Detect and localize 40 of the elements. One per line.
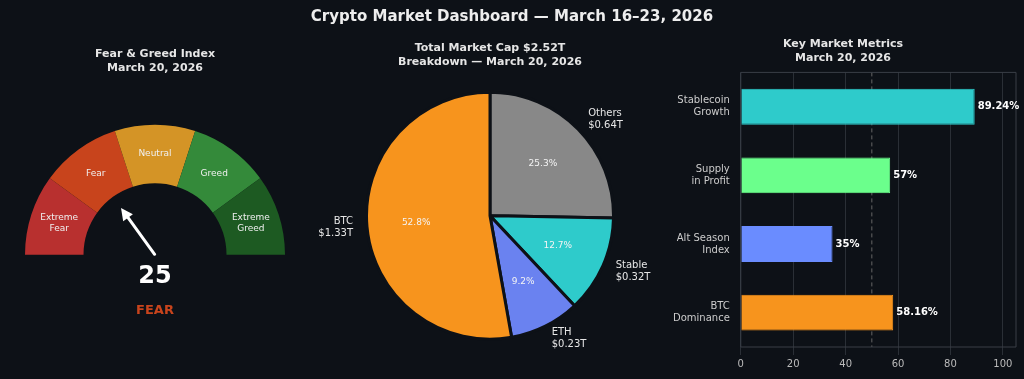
slice-label: Neutral — [138, 148, 172, 159]
data-label: 57% — [893, 168, 918, 180]
x-tick-label: 0 — [737, 357, 744, 369]
slice-label: BTC $1.33T — [318, 215, 354, 239]
bar — [741, 294, 894, 331]
data-label: 52.8% — [401, 216, 431, 227]
chart-subtitle: March 20, 2026 — [795, 50, 892, 64]
slice-label: Extreme Greed — [231, 212, 271, 234]
chart-title: Total Market Cap $2.52T — [414, 41, 566, 55]
slice-label: Fear — [86, 167, 106, 178]
data-label: 35% — [835, 237, 860, 249]
chart-title: Key Market Metrics — [782, 37, 904, 51]
x-tick-label: 40 — [839, 357, 852, 369]
y-tick-label: Supply in Profit — [691, 162, 730, 186]
slice-label: Others $0.64T — [588, 106, 624, 130]
y-tick-label: BTC Dominance — [673, 300, 730, 324]
chart-subtitle: Breakdown — March 20, 2026 — [398, 54, 583, 68]
x-tick-label: 80 — [944, 357, 957, 369]
slice-label: Stable $0.32T — [615, 259, 652, 283]
bar — [741, 157, 891, 194]
bar — [741, 226, 833, 262]
x-tick-label: 100 — [993, 357, 1013, 369]
slice-label: Extreme Fear — [40, 212, 79, 234]
y-tick-label: Alt Season Index — [676, 231, 730, 255]
chart-subtitle: March 20, 2026 — [107, 60, 204, 74]
text: Crypto Market Dashboard — March 16–23, 2026 — [309, 6, 715, 27]
data-label: 9.2% — [511, 276, 536, 287]
slice-label: Greed — [200, 167, 228, 178]
chart-title: Fear & Greed Index — [94, 47, 216, 61]
data-label: 25.3% — [528, 158, 558, 169]
slice-label: ETH $0.23T — [551, 326, 588, 350]
y-tick-label: Stablecoin Growth — [677, 94, 730, 118]
data-label: 89.24% — [977, 100, 1020, 112]
text: FEAR — [136, 302, 174, 318]
text: 25 — [138, 260, 172, 289]
data-label: 58.16% — [896, 306, 938, 318]
x-tick-label: 60 — [891, 357, 905, 369]
bar — [741, 88, 975, 125]
x-tick-label: 20 — [786, 357, 800, 369]
data-label: 12.7% — [543, 240, 573, 251]
